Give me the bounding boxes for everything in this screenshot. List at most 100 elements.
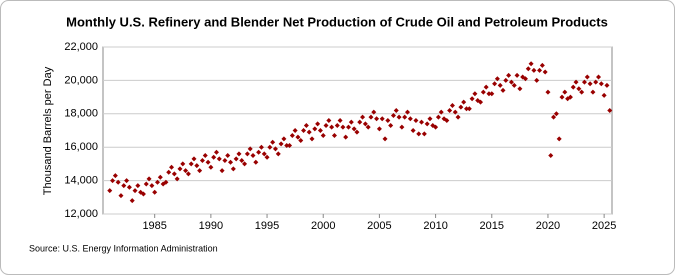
data-point <box>508 79 514 85</box>
data-point <box>534 77 540 83</box>
data-point <box>143 181 149 187</box>
data-point <box>199 158 205 164</box>
data-point <box>185 171 191 177</box>
data-point <box>587 81 593 87</box>
data-point <box>601 92 607 98</box>
data-point <box>399 124 405 130</box>
y-axis-title: Thousand Barrels per Day <box>42 66 54 195</box>
data-point <box>222 158 228 164</box>
data-point <box>202 153 208 159</box>
data-point <box>576 86 582 92</box>
data-point <box>331 133 337 139</box>
data-point <box>275 151 281 157</box>
data-point <box>607 107 613 113</box>
data-point <box>312 126 318 132</box>
data-point <box>553 111 559 117</box>
data-point <box>579 89 585 95</box>
data-point <box>281 136 287 142</box>
data-point <box>152 189 158 195</box>
data-point <box>379 116 385 122</box>
data-point <box>289 133 295 139</box>
data-point <box>531 67 537 73</box>
x-tick-label: 1995 <box>255 220 279 232</box>
data-point <box>548 153 554 159</box>
data-point <box>174 176 180 182</box>
data-point <box>551 114 557 120</box>
data-point <box>166 169 172 175</box>
data-point <box>194 163 200 169</box>
data-point <box>354 129 360 135</box>
data-point <box>402 114 408 120</box>
data-point <box>340 124 346 130</box>
data-point <box>393 107 399 113</box>
y-tick-label: 18,000 <box>64 108 98 120</box>
data-point <box>329 124 335 130</box>
data-point <box>539 62 545 68</box>
data-point <box>197 168 203 174</box>
data-point <box>374 116 380 122</box>
data-point <box>388 122 394 128</box>
data-point <box>317 128 323 133</box>
data-point <box>326 117 332 123</box>
y-tick-label: 14,000 <box>64 175 98 187</box>
data-point <box>472 91 478 97</box>
data-point <box>270 139 276 145</box>
data-point <box>250 153 256 159</box>
x-tick-label: 2020 <box>536 220 560 232</box>
x-tick-label: 2010 <box>423 220 447 232</box>
x-tick-label: 2015 <box>480 220 504 232</box>
data-point <box>247 146 253 152</box>
data-point <box>407 116 413 122</box>
data-point <box>458 104 464 110</box>
data-point <box>385 117 391 123</box>
data-point <box>433 124 439 130</box>
data-point <box>107 188 113 194</box>
data-point <box>236 151 242 157</box>
x-tick-label: 2025 <box>592 220 616 232</box>
data-point <box>295 134 301 140</box>
data-point <box>140 191 146 197</box>
data-point <box>396 114 402 120</box>
x-tick-label: 1990 <box>199 220 223 232</box>
data-point <box>256 149 262 155</box>
data-point <box>497 82 503 88</box>
source-note: Source: U.S. Energy Information Administ… <box>29 243 218 253</box>
data-point <box>183 168 189 174</box>
data-point <box>416 131 422 137</box>
data-point <box>596 74 602 80</box>
data-point <box>323 122 329 128</box>
data-point <box>264 154 270 160</box>
data-point <box>584 74 590 80</box>
data-point <box>351 126 357 132</box>
data-point <box>157 174 163 180</box>
data-point <box>478 99 484 105</box>
data-point <box>126 184 132 190</box>
data-point <box>405 109 411 115</box>
x-tick-label: 1985 <box>142 220 166 232</box>
data-point <box>267 144 273 150</box>
data-point <box>261 151 267 157</box>
data-point <box>545 89 551 95</box>
data-point <box>494 76 500 82</box>
data-point <box>112 173 118 179</box>
data-point <box>110 178 116 184</box>
data-point <box>466 106 472 112</box>
y-tick-label: 12,000 <box>64 208 98 220</box>
data-point <box>211 154 217 160</box>
data-point <box>567 94 573 100</box>
data-point <box>368 114 374 120</box>
data-point <box>492 81 498 87</box>
data-point <box>188 161 194 167</box>
data-point <box>382 136 388 142</box>
data-point <box>362 121 368 127</box>
data-point <box>427 116 433 122</box>
x-tick-label: 2005 <box>367 220 391 232</box>
y-tick-label: 22,000 <box>64 41 98 53</box>
y-tick-label: 20,000 <box>64 74 98 86</box>
data-point <box>169 164 175 170</box>
data-point <box>233 156 239 162</box>
data-point <box>272 146 278 152</box>
